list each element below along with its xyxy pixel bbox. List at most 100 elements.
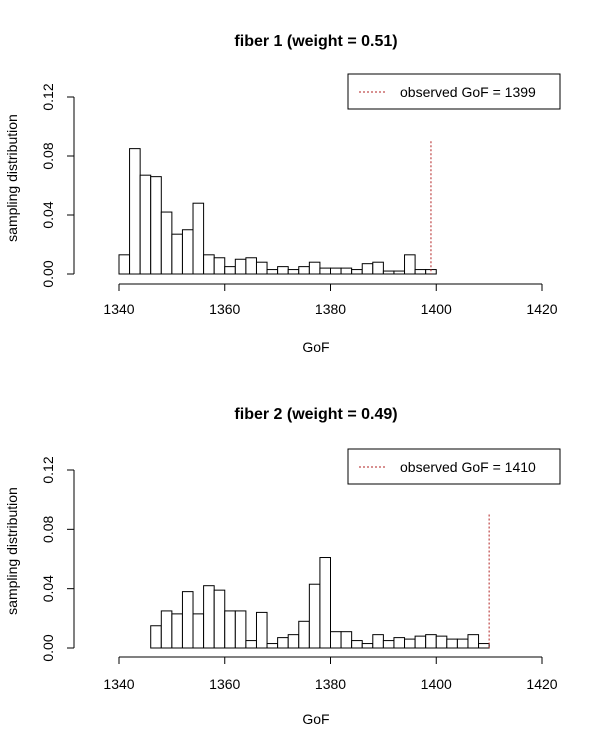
legend: observed GoF = 1410 — [347, 448, 561, 485]
histogram-bar — [404, 254, 416, 275]
x-tick-label: 1340 — [103, 301, 134, 317]
x-tick-label: 1400 — [421, 676, 452, 692]
histogram-bar — [393, 637, 406, 649]
histogram-bar — [203, 585, 215, 649]
y-tick-label: 0.04 — [40, 575, 56, 602]
histogram-bar — [118, 254, 131, 275]
histogram-bar — [382, 270, 395, 275]
histogram-bar — [319, 557, 332, 649]
histogram-bar — [213, 589, 226, 649]
histogram-bar — [287, 634, 300, 649]
histogram-bar — [308, 261, 321, 275]
legend-entry: observed GoF = 1399 — [400, 84, 536, 100]
x-axis: 1340 1360 1380 1400 1420 — [103, 656, 558, 692]
histogram-bar — [234, 610, 247, 649]
histogram-bar — [150, 176, 162, 275]
histogram-bar — [213, 257, 226, 275]
y-axis-label: sampling distribution — [4, 114, 20, 242]
histogram-bar — [266, 643, 279, 649]
histogram-bar — [139, 174, 152, 275]
histogram-bar — [425, 634, 437, 649]
histogram-bar — [340, 631, 353, 649]
chart-panel-fiber-1: fiber 1 (weight = 0.51) sampling distrib… — [4, 33, 561, 355]
histogram-bar — [478, 643, 490, 649]
histogram-bar — [234, 258, 247, 275]
histogram-bar — [160, 211, 173, 275]
x-tick-label: 1380 — [315, 301, 346, 317]
histogram-bar — [393, 270, 406, 275]
histogram-bar — [414, 635, 427, 649]
histogram-bar — [308, 583, 321, 649]
histogram-bar — [446, 638, 458, 649]
histogram-bars — [118, 148, 437, 275]
histogram-bar — [330, 267, 342, 275]
x-tick-label: 1360 — [209, 301, 240, 317]
y-axis: 0.00 0.04 0.08 0.12 — [40, 456, 75, 662]
y-tick-label: 0.12 — [40, 456, 56, 483]
histogram-bar — [361, 643, 374, 649]
x-tick-label: 1400 — [421, 301, 452, 317]
histogram-bar — [382, 640, 395, 649]
y-axis-label-group: sampling distribution — [4, 114, 20, 242]
x-tick-label: 1340 — [103, 676, 134, 692]
histogram-bar — [224, 266, 236, 275]
histogram-bar — [160, 610, 173, 649]
histogram-bar — [245, 257, 257, 275]
legend: observed GoF = 1399 — [347, 73, 561, 110]
histogram-bars — [150, 557, 490, 649]
histogram-bar — [298, 266, 310, 275]
histogram-bar — [245, 640, 257, 649]
histogram-bar — [351, 269, 363, 275]
histogram-bar — [467, 634, 480, 649]
histogram-bar — [372, 634, 384, 649]
y-tick-label: 0.08 — [40, 142, 56, 169]
histogram-bar — [340, 267, 353, 275]
y-tick-label: 0.08 — [40, 515, 56, 542]
histogram-bar — [203, 254, 215, 275]
histogram-bar — [287, 269, 300, 275]
histogram-bar — [171, 233, 183, 275]
x-tick-label: 1360 — [209, 676, 240, 692]
y-tick-label: 0.12 — [40, 83, 56, 110]
histogram-bar — [319, 267, 332, 275]
chart-panel-fiber-2: fiber 2 (weight = 0.49) sampling distrib… — [4, 406, 561, 727]
y-axis: 0.00 0.04 0.08 0.12 — [40, 83, 75, 288]
y-axis-label-group: sampling distribution — [4, 487, 20, 615]
y-tick-label: 0.00 — [40, 634, 56, 661]
histogram-bar — [129, 148, 141, 275]
histogram-bar — [330, 631, 342, 649]
y-tick-label: 0.04 — [40, 201, 56, 228]
histogram-bar — [372, 261, 384, 275]
histogram-bar — [150, 625, 162, 649]
histogram-bar — [181, 591, 194, 649]
x-axis: 1340 1360 1380 1400 1420 — [103, 283, 558, 317]
x-axis-label: GoF — [302, 711, 329, 727]
histogram-bar — [192, 613, 205, 649]
x-tick-label: 1420 — [526, 301, 557, 317]
x-tick-label: 1380 — [315, 676, 346, 692]
histogram-bar — [255, 261, 268, 275]
y-tick-label: 0.00 — [40, 260, 56, 287]
histogram-bar — [277, 266, 289, 275]
legend-entry: observed GoF = 1410 — [400, 459, 536, 475]
histogram-bar — [255, 611, 268, 649]
histogram-bar — [435, 635, 448, 649]
y-axis-label: sampling distribution — [4, 487, 20, 615]
histogram-bar — [298, 620, 310, 649]
histogram-bar — [414, 269, 427, 275]
histogram-bar — [361, 263, 374, 275]
histogram-bar — [181, 229, 194, 275]
histogram-bar — [224, 610, 236, 649]
chart-title: fiber 2 (weight = 0.49) — [234, 406, 397, 423]
histogram-bar — [277, 637, 289, 649]
histogram-bar — [456, 638, 469, 649]
x-axis-label: GoF — [302, 339, 329, 355]
histogram-bar — [192, 202, 205, 275]
histogram-bar — [266, 269, 279, 275]
histogram-bar — [404, 638, 416, 649]
histogram-bar — [171, 613, 183, 649]
x-tick-label: 1420 — [526, 676, 557, 692]
chart-title: fiber 1 (weight = 0.51) — [234, 33, 397, 50]
histogram-bar — [351, 640, 363, 649]
